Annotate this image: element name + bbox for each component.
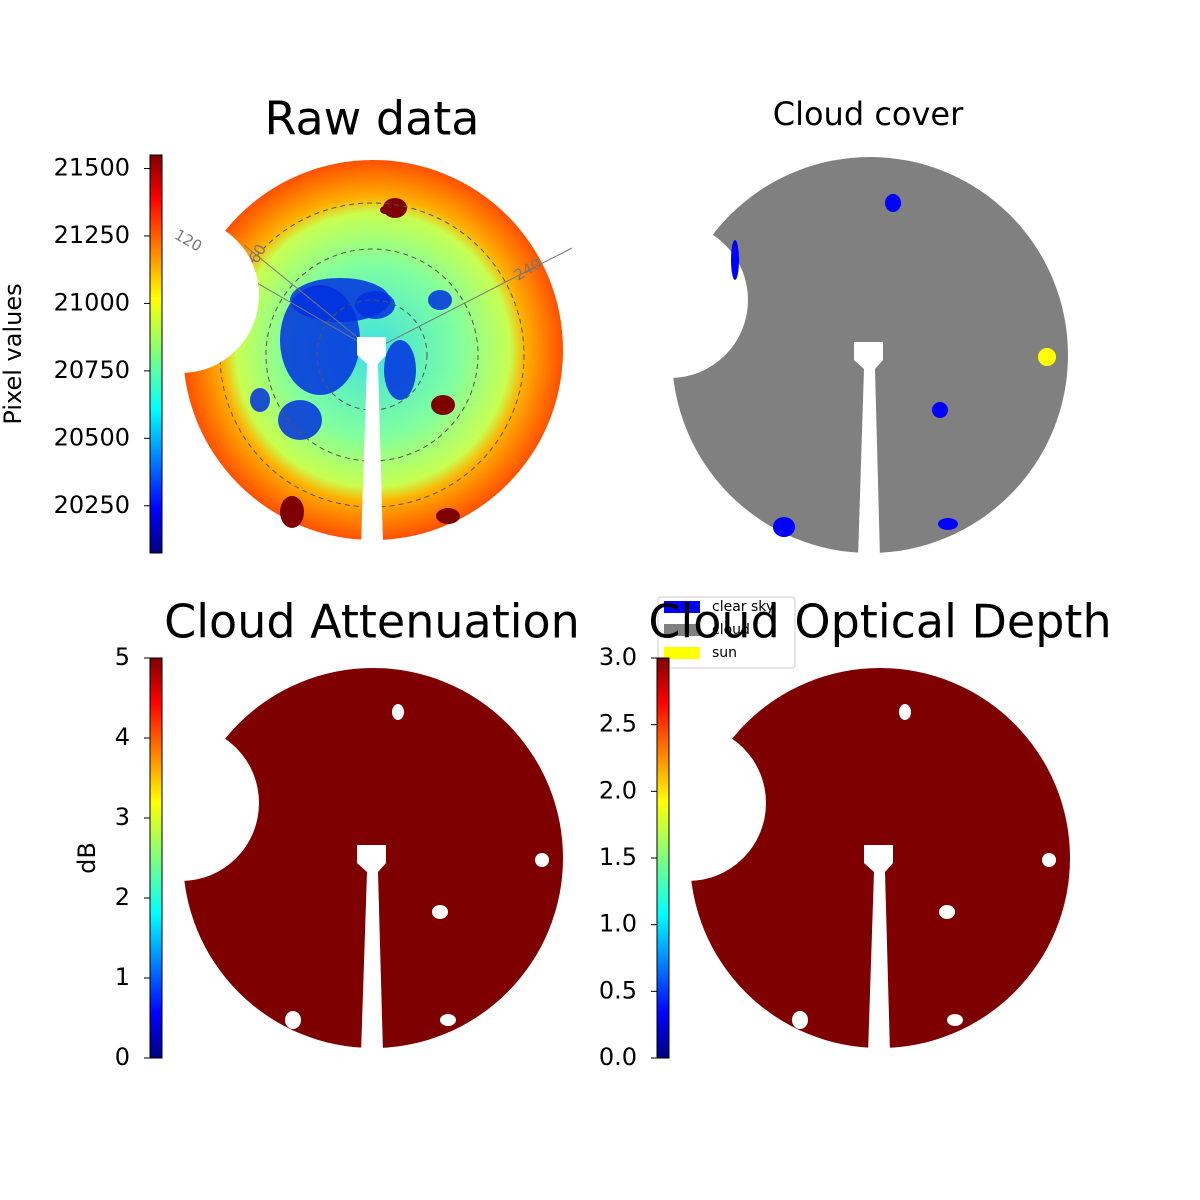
horizon-mask xyxy=(610,725,766,881)
panel-title: Cloud Attenuation xyxy=(164,595,580,649)
mast-mask xyxy=(854,342,883,558)
masked-area xyxy=(535,853,549,867)
masked-area xyxy=(899,704,911,720)
colorbar-tick-label: 0 xyxy=(115,1043,130,1071)
legend-swatch xyxy=(664,647,700,659)
mast-mask xyxy=(864,845,893,1053)
panel-title: Raw data xyxy=(265,92,480,146)
colorbar xyxy=(149,154,163,554)
bright-patch xyxy=(380,206,390,214)
colorbar xyxy=(149,657,163,1059)
clear-patch xyxy=(250,388,270,412)
colorbar-label: Pixel values xyxy=(0,283,27,424)
bright-patch xyxy=(431,395,455,415)
masked-area xyxy=(939,905,955,919)
polar-ray xyxy=(243,244,374,351)
legend-label: sun xyxy=(712,645,737,661)
colorbar-label: dB xyxy=(73,842,101,874)
horizon-mask xyxy=(103,725,259,881)
masked-area xyxy=(1042,853,1056,867)
legend-swatch xyxy=(664,601,700,613)
panel: Cloud cover clear sky cloud sun xyxy=(592,95,1068,669)
clear-sky-area xyxy=(932,402,948,418)
horizon-mask xyxy=(103,217,259,373)
polar-grid xyxy=(316,299,428,411)
panel: Cloud Attenuation 0 1 2 3 4 5 dB xyxy=(73,595,580,1072)
colorbar-tick-label: 21250 xyxy=(54,221,130,249)
sun-area xyxy=(1038,348,1056,366)
colorbar-tick-label: 5 xyxy=(115,643,130,671)
masked-area xyxy=(285,1011,301,1029)
horizon-mask xyxy=(592,222,748,378)
colorbar-tick-label: 20250 xyxy=(54,491,130,519)
polar-ray xyxy=(372,247,573,351)
masked-area xyxy=(947,1014,963,1026)
clear-patch xyxy=(428,290,452,310)
mast-mask xyxy=(357,337,386,545)
bright-patch xyxy=(436,508,460,524)
bright-patch xyxy=(383,198,407,218)
colorbar-tick-label: 1.5 xyxy=(599,843,637,871)
colorbar-tick-label: 3 xyxy=(115,803,130,831)
colorbar-tick-label: 4 xyxy=(115,723,130,751)
colorbar-tick-label: 3.0 xyxy=(599,643,637,671)
clear-patch xyxy=(384,340,416,400)
colorbar-tick-label: 0.0 xyxy=(599,1043,637,1071)
clear-patch xyxy=(355,291,395,319)
panel-title: Cloud cover xyxy=(773,95,964,133)
panel-title: Cloud Optical Depth xyxy=(648,595,1111,649)
legend-swatch xyxy=(664,624,700,636)
clear-patch xyxy=(278,400,322,440)
clear-sky-area xyxy=(731,240,739,280)
colorbar-tick-label: 20500 xyxy=(54,423,130,451)
masked-area xyxy=(440,1014,456,1026)
colorbar xyxy=(656,657,670,1059)
masked-area xyxy=(432,905,448,919)
colorbar-tick-label: 21500 xyxy=(54,153,130,181)
colorbar-tick-label: 21000 xyxy=(54,288,130,316)
masked-area xyxy=(792,1011,808,1029)
legend-label: clear sky xyxy=(712,599,774,615)
mast-mask xyxy=(357,845,386,1053)
colorbar-tick-label: 2.5 xyxy=(599,710,637,738)
bright-patch xyxy=(280,496,304,528)
legend-label: cloud xyxy=(712,622,750,638)
colorbar-tick-label: 2 xyxy=(115,883,130,911)
colorbar-tick-label: 2.0 xyxy=(599,776,637,804)
colorbar-tick-label: 20750 xyxy=(54,356,130,384)
panel: Cloud Optical Depth 0.0 0.5 1.0 1.5 2.0 2.5 3.0 xyxy=(599,595,1112,1072)
colorbar-tick-label: 0.5 xyxy=(599,976,637,1004)
colorbar-tick-label: 1.0 xyxy=(599,910,637,938)
clear-sky-area xyxy=(885,194,901,212)
clear-sky-area xyxy=(773,517,795,537)
clear-sky-area xyxy=(938,518,958,530)
colorbar-tick-label: 1 xyxy=(115,963,130,991)
masked-area xyxy=(392,704,404,720)
